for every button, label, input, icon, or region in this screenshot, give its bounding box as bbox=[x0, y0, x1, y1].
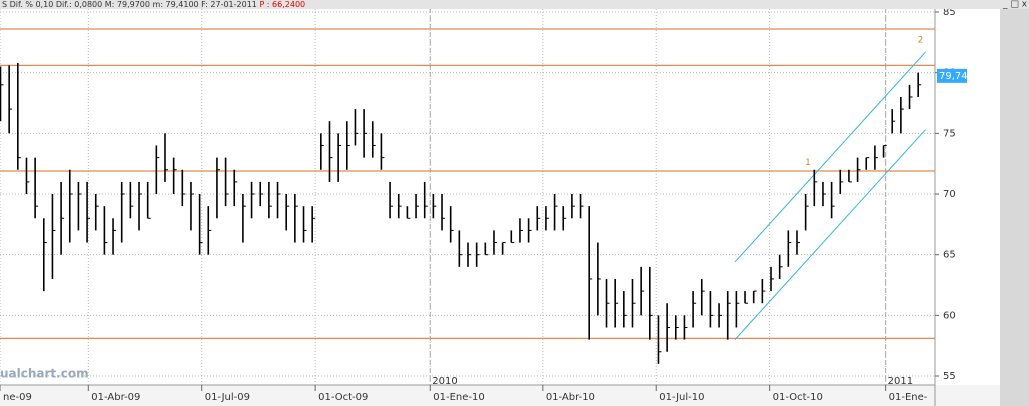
channel-line bbox=[734, 51, 926, 263]
last-value-box bbox=[937, 68, 967, 83]
watermark: ualchart.com bbox=[0, 367, 89, 381]
window-button[interactable]: _ □ x bbox=[1002, 0, 1028, 10]
x-tick-label: 01-Ene-10 bbox=[433, 392, 484, 403]
y-tick-label: 55 bbox=[943, 371, 956, 382]
window-buttons[interactable]: _ □ x bbox=[1002, 0, 1028, 10]
x-tick-label: 01-Ene- bbox=[889, 392, 928, 403]
x-tick-label: 01-Jul-09 bbox=[205, 392, 250, 403]
header-price: P : 66,2400 bbox=[259, 0, 305, 9]
x-tick-label: 01-Oct-09 bbox=[318, 392, 368, 403]
header-text: S Dif. % 0,10 Dif.: 0,0800 M: 79,9700 m:… bbox=[2, 0, 257, 9]
plot: 55606570758085ne-0901-Abr-0901-Jul-0901-… bbox=[0, 0, 968, 403]
channel-line bbox=[734, 129, 926, 340]
header: S Dif. % 0,10 Dif.: 0,0800 M: 79,9700 m:… bbox=[2, 0, 305, 9]
year-label: 2011 bbox=[888, 376, 913, 387]
frame bbox=[1000, 0, 1029, 406]
x-axis-band bbox=[0, 385, 1000, 406]
x-tick-label: 01-Oct-10 bbox=[773, 392, 823, 403]
header-bar bbox=[0, 0, 1029, 9]
y-tick-label: 85 bbox=[943, 7, 956, 18]
year-label: 2010 bbox=[432, 376, 457, 387]
x-tick-label: 01-Abr-09 bbox=[91, 392, 140, 403]
y-tick-label: 60 bbox=[943, 310, 956, 321]
last-value-label: 79,74 bbox=[939, 71, 968, 82]
annotation: 2 bbox=[918, 35, 924, 45]
annotation: 1 bbox=[805, 158, 811, 168]
x-tick-label: 01-Jul-10 bbox=[659, 392, 704, 403]
x-tick-label: ne-09 bbox=[3, 392, 32, 403]
y-tick-label: 75 bbox=[943, 128, 956, 139]
x-tick-label: 01-Abr-10 bbox=[546, 392, 595, 403]
y-tick-label: 70 bbox=[943, 189, 956, 200]
y-tick-label: 65 bbox=[943, 250, 956, 261]
